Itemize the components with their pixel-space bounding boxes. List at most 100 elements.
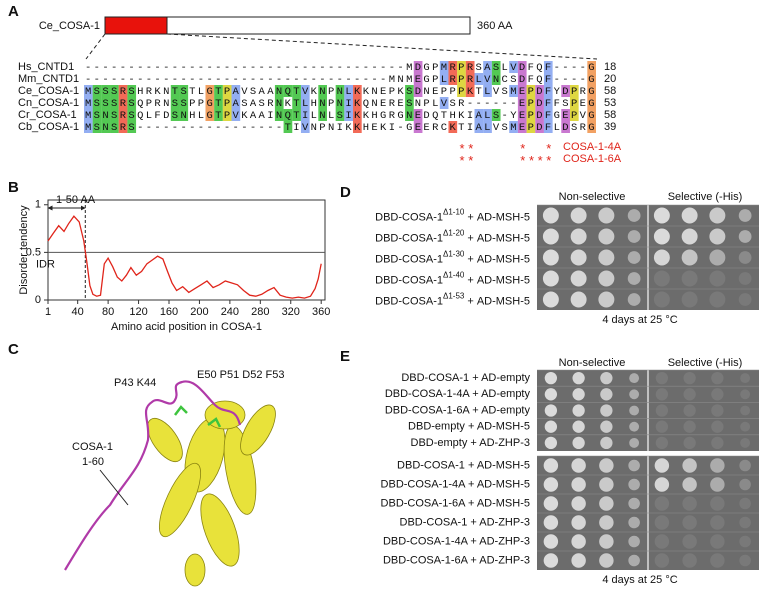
- residue-highlight: [448, 61, 458, 73]
- residue-highlight: [439, 73, 449, 85]
- residue-highlight: [170, 97, 180, 109]
- residue-highlight: [587, 85, 596, 97]
- yeast-spot: [683, 388, 696, 401]
- plate-header: Selective (-His): [668, 191, 743, 203]
- yeast-spot: [627, 230, 641, 243]
- residue-highlight: [587, 97, 596, 109]
- construct: DBD-COSA-1: [375, 253, 443, 265]
- residue-highlight: [283, 85, 293, 97]
- residue-highlight: [535, 97, 544, 109]
- residue-highlight: [353, 109, 362, 121]
- yeast-spot: [598, 270, 615, 287]
- construct-label: DBD-COSA-1Δ1-10 + AD-MSH-5: [375, 208, 530, 224]
- yeast-spot: [570, 270, 587, 287]
- region-label: COSA-1: [72, 441, 113, 453]
- deletion: Δ1-53: [443, 292, 465, 301]
- sequence-name: Ce_COSA-1: [18, 85, 79, 97]
- yeast-spot: [543, 515, 559, 530]
- construct-label: DBD-COSA-1-6A + AD-MSH-5: [381, 497, 530, 509]
- yeast-spot: [570, 228, 587, 245]
- label-line: [99, 469, 129, 506]
- residue-highlight: [439, 97, 449, 109]
- residue-highlight: [526, 97, 536, 109]
- sequence-name: Cb_COSA-1: [18, 121, 79, 133]
- residue-highlight: [118, 109, 128, 121]
- residue-highlight: [101, 121, 111, 133]
- yeast-spot: [709, 270, 726, 287]
- yeast-spot: [711, 371, 724, 385]
- mutant-label: COSA-1-4A: [563, 141, 622, 153]
- yeast-spot: [544, 420, 558, 433]
- residue-highlight: [179, 85, 189, 97]
- yeast-spot: [683, 371, 696, 385]
- yeast-spot: [740, 373, 751, 384]
- residue-highlight: [535, 85, 544, 97]
- zoom-line: [166, 33, 598, 60]
- yeast-spot: [681, 207, 698, 224]
- yeast-spot: [600, 371, 613, 385]
- residue-highlight: [465, 61, 475, 73]
- residue-highlight: [483, 61, 492, 73]
- yeast-spot: [738, 272, 752, 285]
- yeast-spot: [682, 553, 697, 568]
- deletion: Δ1-40: [443, 271, 465, 280]
- residue-highlight: [569, 97, 579, 109]
- residue-highlight: [92, 109, 102, 121]
- construct: DBD-COSA-1: [375, 211, 443, 223]
- deletion: Δ1-20: [443, 229, 465, 238]
- yeast-spot: [571, 458, 586, 473]
- residue-highlight: [413, 109, 423, 121]
- yeast-spot: [599, 515, 614, 530]
- construct-label: DBD-COSA-1-4A + AD-ZHP-3: [383, 535, 530, 547]
- residue-highlight: [214, 85, 223, 97]
- panel-letter: D: [340, 184, 351, 201]
- residue-highlight: [561, 85, 570, 97]
- yeast-spot: [682, 496, 697, 511]
- residue-highlight: [344, 85, 354, 97]
- yeast-spot: [572, 388, 585, 401]
- residue-highlight: [127, 109, 137, 121]
- yeast-spot: [599, 534, 614, 549]
- zoom-line: [85, 33, 106, 60]
- yeast-spot: [655, 404, 669, 417]
- yeast-spot: [543, 477, 559, 492]
- sequence: -------------------------------------MDG…: [85, 62, 595, 74]
- yeast-spot: [600, 436, 613, 450]
- x-tick-label: 160: [160, 306, 178, 318]
- yeast-spot: [682, 477, 697, 492]
- yeast-spot: [572, 420, 585, 433]
- yeast-spot: [738, 293, 752, 306]
- residue-highlight: [300, 121, 310, 133]
- residue-highlight: [517, 109, 527, 121]
- yeast-spot: [571, 515, 586, 530]
- residue-highlight: [231, 85, 241, 97]
- sequence-end: 58: [604, 85, 616, 97]
- residue-highlight: [491, 73, 501, 85]
- construct: DBD-COSA-1: [375, 295, 443, 307]
- residue-highlight: [222, 97, 232, 109]
- residue-highlight: [344, 109, 354, 121]
- yeast-spot: [570, 291, 587, 308]
- yeast-spot: [654, 496, 670, 511]
- residue-highlight: [517, 121, 527, 133]
- residue-label: P43 K44: [114, 377, 156, 389]
- residue-highlight: [110, 109, 119, 121]
- yeast-spot: [599, 458, 614, 473]
- residue-highlight: [587, 109, 596, 121]
- partner: + AD-MSH-5: [467, 295, 530, 307]
- construct-label: DBD-COSA-1 + AD-empty: [401, 372, 530, 384]
- residue-highlight: [535, 109, 544, 121]
- panel-letter: A: [8, 3, 19, 20]
- residue-highlight: [474, 73, 484, 85]
- residue-highlight: [483, 121, 492, 133]
- plate-header: Non-selective: [559, 191, 626, 203]
- yeast-spot: [739, 497, 751, 510]
- yeast-spot: [710, 458, 725, 473]
- deletion: Δ1-10: [443, 208, 465, 217]
- yeast-spot: [599, 477, 614, 492]
- residue-highlight: [543, 97, 553, 109]
- partner: + AD-MSH-5: [467, 211, 530, 223]
- yeast-spot: [740, 405, 751, 416]
- region-range: 1-60: [82, 456, 104, 468]
- partner: + AD-MSH-5: [467, 232, 530, 244]
